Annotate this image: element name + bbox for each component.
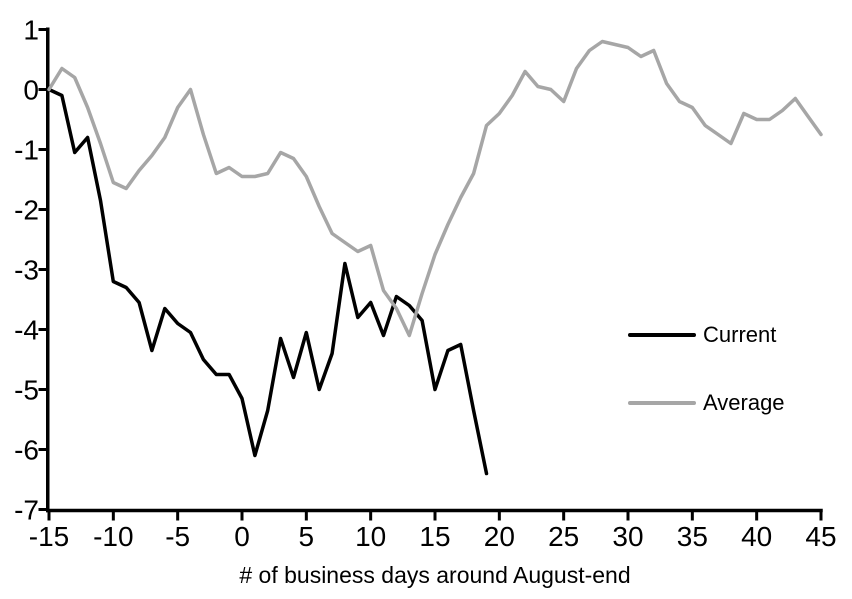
legend-label-average: Average: [703, 390, 785, 415]
y-tick-label: -5: [14, 375, 39, 406]
y-tick-label: -4: [14, 315, 39, 346]
x-axis-title: # of business days around August-end: [239, 562, 631, 588]
y-tick-label: -7: [14, 495, 39, 526]
y-tick-label: 1: [23, 15, 39, 46]
x-tick-label: 30: [612, 521, 643, 552]
legend-label-current: Current: [703, 322, 777, 347]
x-tick-label: 15: [419, 521, 450, 552]
x-tick-label: -10: [93, 521, 133, 552]
legend-item-current: Current: [628, 322, 777, 347]
x-tick-label: 10: [355, 521, 386, 552]
current-line-swatch: [628, 333, 696, 337]
x-tick-label: 25: [548, 521, 579, 552]
x-tick-label: 20: [484, 521, 515, 552]
x-tick-label: -5: [165, 521, 190, 552]
y-tick-label: -2: [14, 195, 39, 226]
y-tick-label: -3: [14, 255, 39, 286]
x-tick-label: 45: [805, 521, 836, 552]
legend-item-average: Average: [628, 390, 785, 415]
x-tick-label: 40: [741, 521, 772, 552]
y-tick-label: -1: [14, 135, 39, 166]
x-tick-label: 5: [299, 521, 315, 552]
x-tick-label: 0: [234, 521, 250, 552]
current-series-line: [47, 87, 489, 476]
x-tick-label: 35: [677, 521, 708, 552]
average-line-swatch: [628, 401, 696, 405]
x-tick-label: -15: [29, 521, 69, 552]
y-tick-label: -6: [14, 435, 39, 466]
average-series-line: [47, 39, 823, 338]
y-tick-label: 0: [23, 75, 39, 106]
